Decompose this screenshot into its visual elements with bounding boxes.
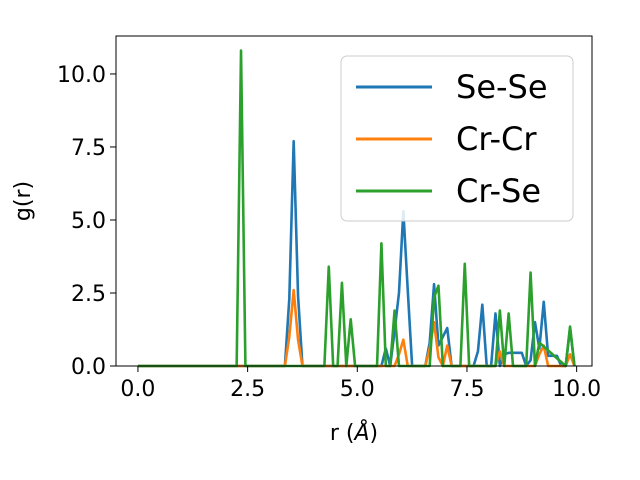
x-axis-ticks: 0.0 2.5 5.0 7.5 10.0 [120, 366, 601, 402]
x-tick-label: 5.0 [340, 377, 375, 402]
y-axis-label: g(r) [11, 181, 36, 221]
x-axis-label-prefix: r ( [330, 421, 355, 446]
y-tick-label: 10.0 [57, 63, 106, 88]
y-tick-label: 5.0 [71, 209, 106, 234]
x-axis-label-unit: Å [352, 419, 369, 446]
x-tick-label: 0.0 [120, 377, 155, 402]
legend-box [340, 55, 574, 222]
x-tick-label: 7.5 [449, 377, 484, 402]
y-tick-label: 0.0 [71, 355, 106, 380]
legend-label-cr-cr: Cr-Cr [456, 120, 537, 158]
series-line-se-se [137, 139, 576, 368]
legend-label-cr-se: Cr-Se [456, 172, 541, 210]
y-axis-ticks: 0.0 2.5 5.0 7.5 10.0 [57, 63, 116, 380]
x-tick-label: 10.0 [552, 377, 601, 402]
y-tick-label: 7.5 [71, 136, 106, 161]
y-tick-label: 2.5 [71, 282, 106, 307]
series-line-cr-cr [137, 288, 576, 368]
x-axis-label: r (Å) [330, 419, 378, 446]
x-axis-label-suffix: ) [370, 421, 379, 446]
legend: Se-Se Cr-Cr Cr-Se [340, 55, 574, 222]
x-tick-label: 2.5 [230, 377, 265, 402]
plot-frame [115, 35, 593, 367]
legend-label-se-se: Se-Se [456, 68, 548, 106]
